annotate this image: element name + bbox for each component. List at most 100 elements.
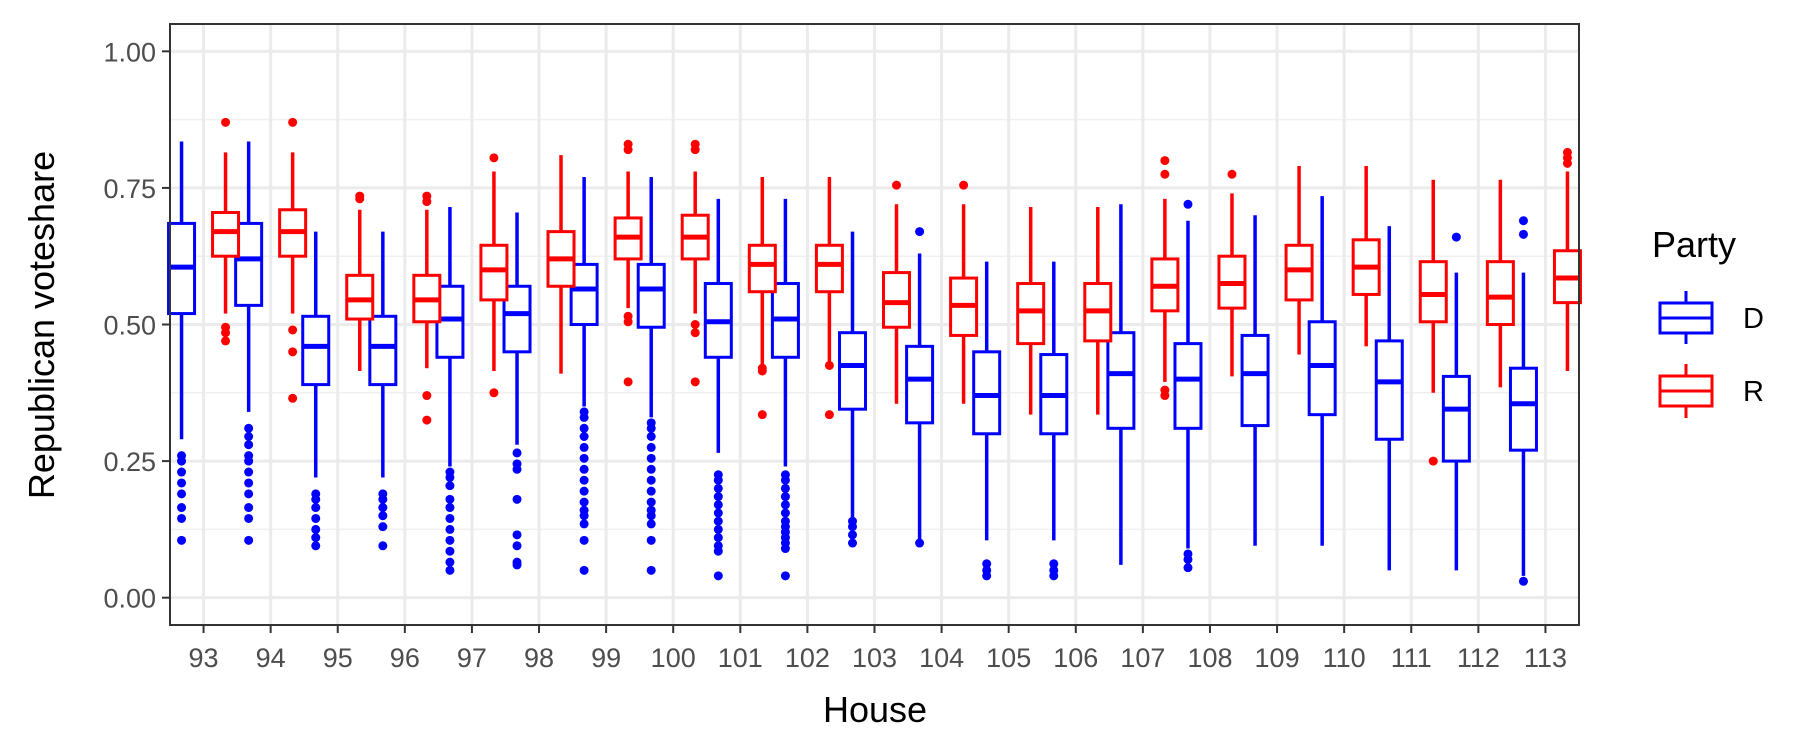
outlier-point — [579, 497, 589, 507]
x-tick-label: 99 — [591, 643, 621, 673]
outlier-point — [177, 489, 187, 499]
outlier-point — [623, 311, 633, 321]
outlier-point — [378, 503, 388, 513]
box-R-99 — [613, 139, 643, 387]
outlier-point — [713, 541, 723, 551]
outlier-point — [780, 492, 790, 502]
outlier-point — [1160, 156, 1170, 166]
outlier-point — [422, 391, 432, 401]
outlier-point — [1451, 232, 1461, 242]
outlier-point — [713, 533, 723, 543]
outlier-point — [244, 489, 254, 499]
outlier-point — [690, 320, 700, 329]
outlier-point — [244, 467, 254, 477]
box-iqr — [905, 344, 935, 425]
y-tick-label: 0.25 — [103, 447, 156, 477]
box-D-106 — [1039, 261, 1069, 581]
outlier-point — [244, 478, 254, 488]
x-tick-label: 103 — [852, 643, 897, 673]
outlier-point — [959, 180, 969, 190]
y-tick-label: 0.00 — [103, 584, 156, 614]
outlier-point — [512, 494, 522, 504]
box-iqr — [301, 314, 331, 387]
outlier-point — [1428, 456, 1438, 466]
outlier-point — [288, 393, 298, 403]
axes: 0.00 0.25 0.50 0.75 1.00 93 94 95 96 97 98 99 100 101… — [103, 37, 1567, 673]
box-R-112 — [1485, 179, 1515, 388]
legend-key-r — [1658, 364, 1714, 418]
box-iqr — [814, 243, 844, 294]
outlier-point — [177, 513, 187, 523]
outlier-point — [1049, 559, 1059, 569]
box-R-102 — [814, 176, 844, 420]
outlier-point — [1183, 199, 1193, 209]
outlier-point — [1562, 147, 1572, 157]
x-tick-label: 111 — [1391, 643, 1432, 673]
box-R-97 — [479, 153, 509, 398]
box-R-95 — [345, 191, 375, 371]
box-iqr — [636, 262, 666, 329]
box-R-98 — [546, 155, 576, 374]
box-iqr — [747, 243, 777, 294]
x-tick-label: 102 — [785, 643, 830, 673]
legend-label-r: R — [1743, 376, 1764, 408]
outlier-point — [1183, 563, 1193, 573]
outlier-point — [982, 565, 992, 575]
box-D-102 — [770, 198, 800, 581]
outlier-point — [311, 524, 321, 534]
box-D-97 — [435, 207, 465, 575]
outlier-point — [848, 530, 857, 540]
x-tick-label: 101 — [718, 643, 763, 673]
outlier-point — [489, 153, 499, 163]
outlier-point — [646, 519, 656, 529]
outlier-point — [713, 492, 723, 502]
x-tick-label: 105 — [986, 643, 1031, 673]
box-iqr — [368, 314, 398, 387]
outlier-point — [422, 191, 432, 201]
box-D-111 — [1374, 226, 1404, 571]
outlier-point — [780, 571, 790, 581]
box-iqr — [569, 262, 599, 326]
outlier-point — [311, 513, 321, 523]
outlier-point — [690, 377, 700, 387]
outlier-point — [713, 516, 723, 526]
outlier-point — [1183, 549, 1193, 559]
x-tick-label: 109 — [1255, 643, 1300, 673]
y-tick-label: 0.75 — [103, 174, 156, 204]
outlier-point — [512, 541, 522, 551]
outlier-point — [378, 541, 388, 551]
outlier-point — [244, 432, 254, 442]
legend: Party D R — [1652, 224, 1764, 418]
x-tick-label: 106 — [1053, 643, 1098, 673]
outlier-point — [757, 363, 767, 373]
outlier-point — [623, 139, 633, 149]
outlier-point — [244, 535, 254, 545]
outlier-point — [288, 325, 298, 335]
box-D-100 — [636, 176, 666, 575]
y-tick-label: 1.00 — [103, 37, 156, 67]
outlier-point — [378, 489, 388, 499]
outlier-point — [512, 448, 522, 458]
outlier-point — [579, 565, 589, 575]
x-tick-label: 110 — [1323, 643, 1366, 673]
outlier-point — [780, 483, 790, 493]
box-R-107 — [1150, 156, 1180, 401]
x-tick-label: 96 — [390, 643, 420, 673]
outlier-point — [422, 415, 432, 425]
box-iqr — [1240, 333, 1270, 428]
box-iqr — [1418, 260, 1448, 324]
box-R-113 — [1552, 147, 1582, 371]
box-D-107 — [1106, 204, 1136, 565]
outlier-point — [982, 559, 992, 569]
x-tick-label: 97 — [457, 643, 487, 673]
outlier-point — [824, 410, 834, 420]
x-tick-label: 100 — [651, 643, 696, 673]
outlier-point — [311, 503, 321, 513]
outlier-point — [244, 440, 254, 450]
outlier-point — [579, 423, 589, 433]
outlier-point — [311, 533, 321, 543]
outlier-point — [646, 442, 656, 452]
box-R-93 — [211, 117, 241, 346]
box-iqr — [345, 273, 375, 321]
outlier-point — [623, 377, 633, 387]
